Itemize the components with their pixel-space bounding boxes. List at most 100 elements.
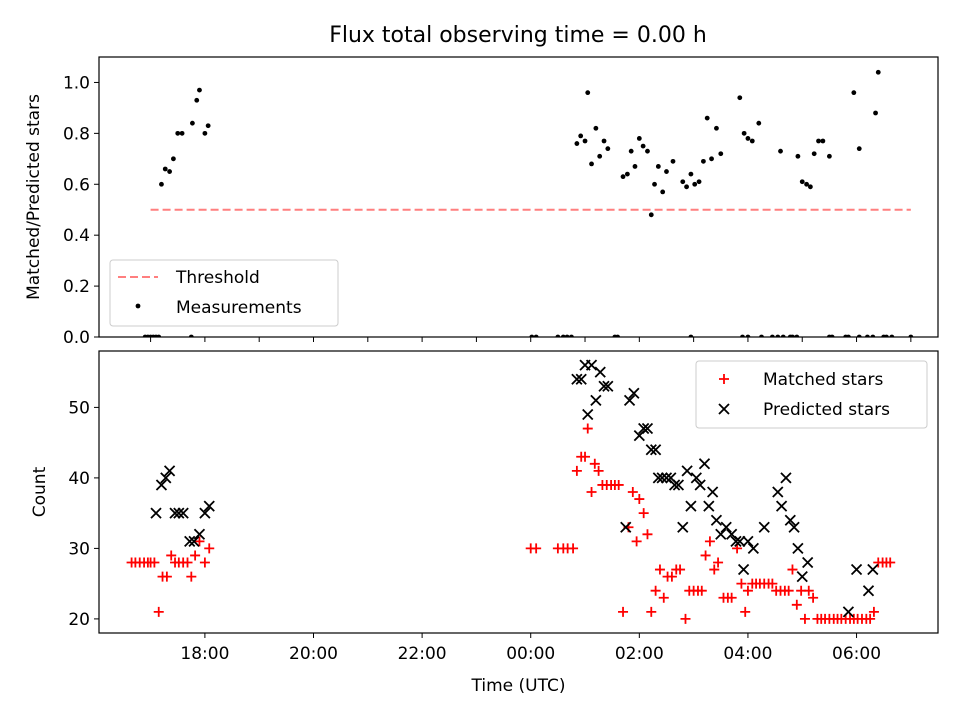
matched-star-point <box>571 465 582 476</box>
predicted-star-point <box>720 521 732 533</box>
measurement-point <box>692 181 698 187</box>
matched-star-point <box>675 564 686 575</box>
predicted-star-point <box>802 556 814 569</box>
measurement-point <box>640 143 646 149</box>
predicted-star-point <box>590 394 602 406</box>
measurement-point <box>660 189 666 195</box>
predicted-star-point <box>734 535 746 547</box>
measurement-point <box>597 153 603 159</box>
predicted-star-point <box>188 535 200 547</box>
measurement-point <box>696 179 702 185</box>
predicted-star-point <box>163 465 176 477</box>
matched-star-point <box>634 494 645 505</box>
measurement-point <box>632 164 638 169</box>
matched-star-point <box>713 557 724 568</box>
measurement-point <box>737 95 743 101</box>
legend-matched-swatch <box>719 374 729 384</box>
matched-star-point <box>638 508 649 519</box>
predicted-star-point <box>690 472 702 484</box>
predicted-star-point <box>862 585 875 597</box>
bottom-panel-count-chart: 20 30 40 50 Count 18:00 20:00 22:00 00:00 02:00 04… <box>30 350 939 696</box>
predicted-star-point <box>638 422 650 435</box>
matched-star-point <box>885 557 896 568</box>
measurement-point <box>601 138 607 144</box>
legend-threshold-label: Threshold <box>175 268 260 288</box>
measurement-point <box>704 115 710 121</box>
measurement-point <box>624 171 630 177</box>
y-tick-label: 0.4 <box>63 226 90 246</box>
matched-star-point <box>865 613 876 624</box>
predicted-star-point <box>177 507 189 519</box>
x-tick-label: 18:00 <box>180 644 229 664</box>
y-axis-label: Matched/Predicted stars <box>24 94 44 300</box>
matched-star-point <box>680 613 691 624</box>
measurement-point <box>205 123 211 129</box>
predicted-star-point <box>641 422 654 435</box>
matched-star-point <box>726 592 737 603</box>
measurement-point <box>652 181 657 187</box>
matched-star-point <box>791 599 802 610</box>
matched-star-point <box>568 543 579 554</box>
matched-star-point <box>658 592 669 603</box>
matched-star-point <box>582 423 593 434</box>
predicted-star-point <box>850 563 863 576</box>
predicted-star-point <box>694 479 706 491</box>
matched-star-point <box>787 564 798 575</box>
measurement-point <box>670 158 676 164</box>
matched-star-point <box>803 585 814 596</box>
measurement-point <box>194 97 200 103</box>
predicted-star-point <box>575 373 587 385</box>
matched-star-point <box>704 536 715 547</box>
measurement-point <box>875 69 881 75</box>
axes-frame <box>98 56 939 338</box>
predicted-star-point <box>672 479 685 491</box>
measurement-point <box>856 146 862 152</box>
x-tick-label: 06:00 <box>832 644 881 664</box>
predicted-star-point <box>677 521 689 533</box>
measurement-point <box>756 120 762 126</box>
predicted-star-point <box>628 387 640 399</box>
predicted-star-point <box>842 606 855 618</box>
y-tick-label: 30 <box>68 539 90 559</box>
matched-star-point <box>742 585 753 596</box>
measurement-point <box>741 130 747 136</box>
matched-star-point <box>767 578 778 589</box>
predicted-star-point <box>867 563 879 576</box>
y-tick-label: 0.6 <box>63 175 90 195</box>
predicted-star-point <box>772 486 784 498</box>
matched-star-point <box>199 557 210 568</box>
matched-star-point <box>580 451 591 462</box>
matched-star-point <box>182 557 193 568</box>
matched-star-point <box>186 571 197 582</box>
measurement-point <box>175 130 181 136</box>
matched-star-point <box>666 571 677 582</box>
measurement-point <box>778 148 783 154</box>
matched-star-point <box>654 564 665 575</box>
legend-matched-label: Matched stars <box>763 370 883 390</box>
measurement-point <box>585 90 591 96</box>
x-tick-label: 22:00 <box>398 644 447 664</box>
predicted-star-point <box>602 380 614 392</box>
matched-star-point <box>783 585 794 596</box>
predicted-star-point <box>155 479 168 491</box>
matched-star-point <box>531 543 542 554</box>
predicted-star-point <box>645 444 657 456</box>
measurement-point <box>574 141 580 146</box>
predicted-star-point <box>792 542 804 555</box>
x-axis-label: Time (UTC) <box>471 676 566 696</box>
matched-star-point <box>194 536 205 547</box>
matched-star-point <box>740 606 751 617</box>
measurement-point <box>167 169 172 174</box>
predicted-star-point <box>703 500 715 512</box>
legend-box <box>109 259 339 327</box>
y-tick-label: 1.0 <box>63 73 90 93</box>
measurement-point <box>826 153 832 159</box>
predicted-star-point <box>730 535 742 547</box>
predicted-star-point <box>698 458 711 470</box>
predicted-star-point <box>585 359 598 371</box>
measurement-point <box>179 130 185 136</box>
matched-star-point <box>627 487 638 497</box>
matched-star-point <box>696 585 707 596</box>
measurement-point <box>582 138 588 144</box>
